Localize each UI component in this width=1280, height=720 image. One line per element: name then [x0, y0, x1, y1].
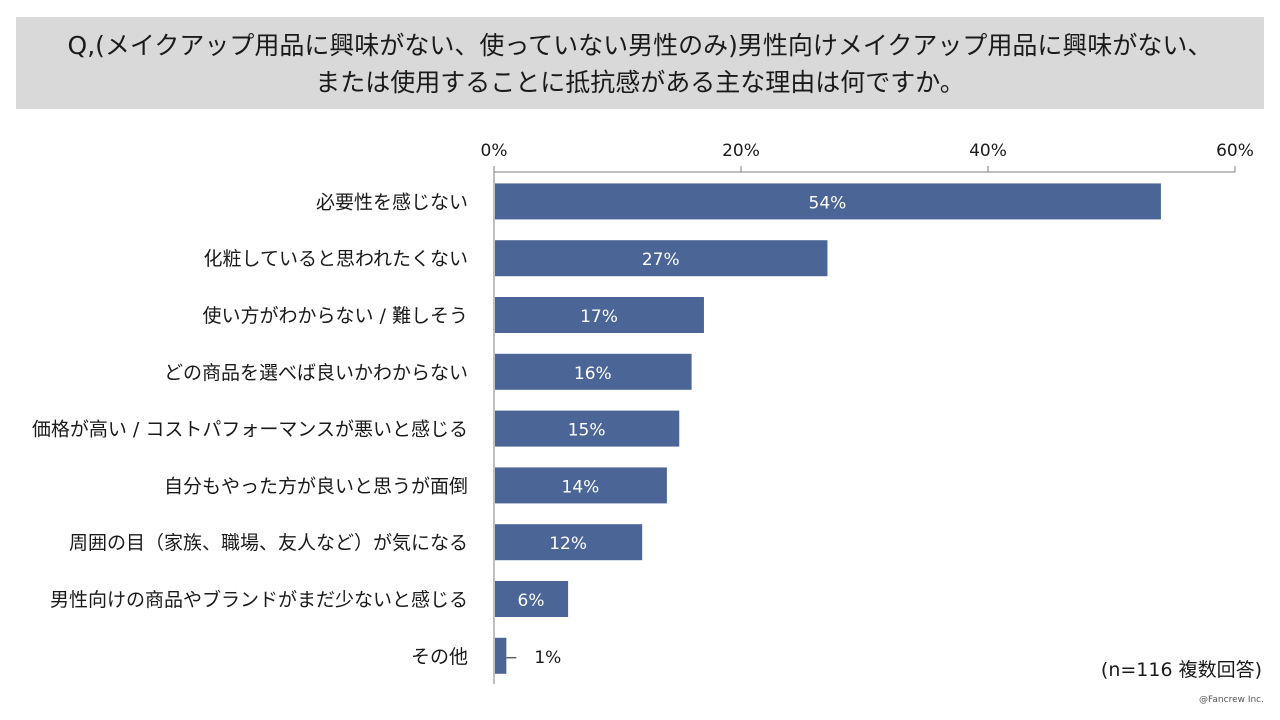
category-label: 周囲の目（家族、職場、友人など）が気になる: [69, 532, 468, 554]
data-label: 14%: [562, 477, 600, 497]
data-label: 15%: [568, 421, 606, 441]
bar: [495, 467, 667, 504]
x-tick-label: 60%: [1216, 141, 1254, 161]
sample-size-note: (n=116 複数回答): [1100, 659, 1262, 681]
bar: [495, 581, 569, 617]
question-title-box: Q,(メイクアップ用品に興味がない、使っていない男性のみ)男性向けメイクアップ用…: [16, 17, 1264, 109]
x-tick-label: 40%: [969, 141, 1007, 161]
category-label: 男性向けの商品やブランドがまだ少ないと感じる: [50, 588, 468, 611]
data-label: 6%: [518, 591, 545, 611]
category-label: どの商品を選べば良いかわからない: [164, 362, 468, 384]
data-label: 16%: [574, 364, 612, 384]
bar: [495, 637, 507, 674]
data-label: 54%: [809, 193, 847, 213]
bar: [495, 297, 704, 333]
category-label: その他: [411, 646, 468, 668]
question-title-line-1: Q,(メイクアップ用品に興味がない、使っていない男性のみ)男性向けメイクアップ用…: [67, 31, 1213, 60]
copyright-credit: @Fancrew Inc.: [1199, 695, 1264, 705]
category-label: 使い方がわからない / 難しそう: [203, 305, 468, 327]
x-tick-label: 0%: [481, 141, 508, 161]
category-label: 化粧していると思われたくない: [204, 248, 468, 270]
bar: [495, 353, 692, 390]
data-label: 17%: [580, 307, 618, 327]
data-label: 27%: [642, 250, 680, 270]
bar: [495, 524, 643, 561]
x-tick-label: 20%: [722, 141, 760, 161]
question-title-line-2: または使用することに抵抗感がある主な理由は何ですか。: [315, 68, 965, 97]
data-label: 12%: [549, 534, 587, 554]
bar: [495, 183, 1161, 220]
bar: [495, 240, 828, 277]
category-label: 必要性を感じない: [316, 191, 468, 213]
category-label: 自分もやった方が良いと思うが面倒: [164, 475, 468, 497]
bar: [495, 410, 680, 447]
data-label: 1%: [534, 648, 561, 668]
category-label: 価格が高い / コストパフォーマンスが悪いと感じる: [32, 419, 468, 441]
